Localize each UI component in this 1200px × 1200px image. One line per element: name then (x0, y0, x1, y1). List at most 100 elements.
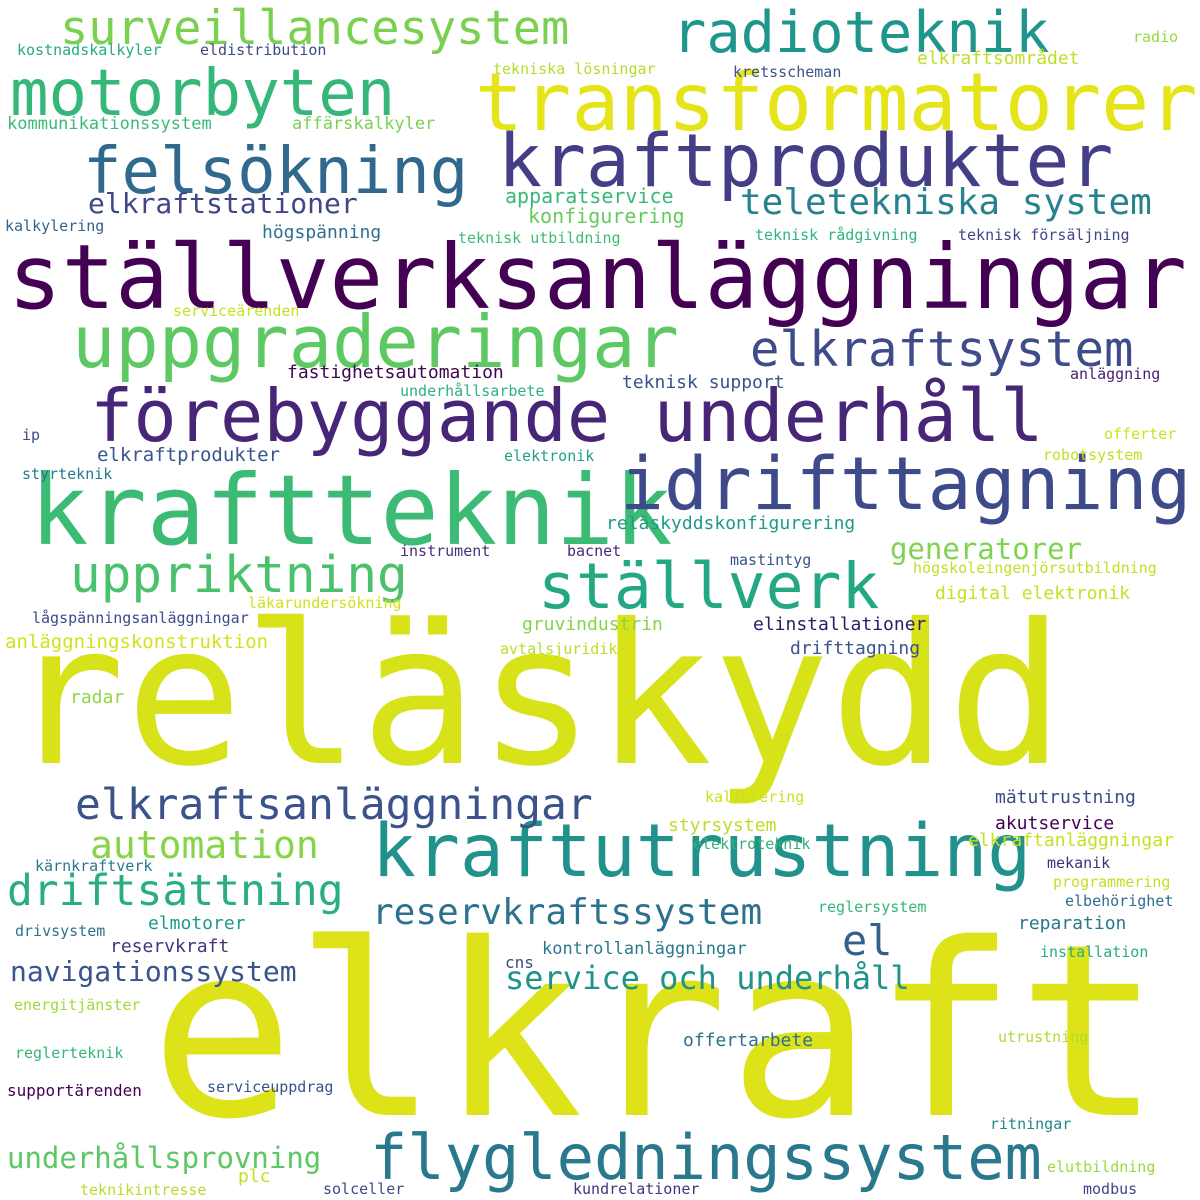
word-kalkylering: kalkylering (5, 217, 105, 235)
word-reservkraft: reservkraft (110, 936, 230, 957)
word-konfigurering: konfigurering (528, 204, 685, 228)
word-reglerteknik: reglerteknik (15, 1044, 124, 1062)
word-mekanik: mekanik (1047, 854, 1111, 872)
word-surveillancesystem: surveillancesystem (60, 1, 570, 56)
word-stallverksanlaggningar: ställverksanläggningar (8, 225, 1187, 329)
word-anlaggningskonstruktion: anläggningskonstruktion (5, 631, 269, 653)
word-apparatservice: apparatservice (505, 184, 674, 208)
word-supportarenden: supportärenden (7, 1081, 142, 1100)
word-uppgraderingar: uppgraderingar (72, 300, 679, 384)
word-idrifttagning: idrifttagning (620, 442, 1192, 527)
word-motorbyten: motorbyten (10, 57, 396, 131)
word-kostnadskalkyler: kostnadskalkyler (17, 41, 162, 59)
word-elkraftsanlaggningar: elkraftsanläggningar (75, 780, 593, 830)
word-drifttagning: drifttagning (790, 638, 921, 659)
word-elinstallationer: elinstallationer (753, 614, 927, 635)
word-ritningar: ritningar (990, 1115, 1072, 1133)
word-navigationssystem: navigationssystem (10, 955, 297, 988)
word-stallverk: ställverk (538, 550, 880, 623)
word-teknisk-support: teknisk support (622, 372, 785, 393)
word-underhallsprovning: underhållsprovning (7, 1141, 322, 1175)
word-drivsystem: drivsystem (15, 922, 106, 940)
word-transformatorer: transformatorer (475, 56, 1198, 149)
word-energitjanster: energitjänster (14, 996, 141, 1014)
word-mastintyg: mastintyg (730, 551, 812, 569)
word-servicearenden: serviceärenden (173, 302, 300, 320)
word-kraftutrustning: kraftutrustning (372, 809, 1032, 894)
word-generatorer: generatorer (890, 532, 1083, 566)
word-affarskalkyler: affärskalkyler (292, 114, 436, 134)
word-elkraftprodukter: elkraftprodukter (97, 444, 281, 466)
word-styrsystem: styrsystem (668, 815, 777, 836)
word-kraftteknik: kraftteknik (30, 454, 673, 567)
word-el: el (842, 916, 893, 965)
word-serviceuppdrag: serviceuppdrag (207, 1078, 334, 1096)
word-solceller: solceller (323, 1180, 405, 1198)
word-kommunikationssystem: kommunikationssystem (7, 114, 212, 134)
word-fastighetsautomation: fastighetsautomation (287, 362, 504, 383)
word-elektronik: elektronik (504, 447, 595, 465)
word-elutbildning: elutbildning (1047, 1158, 1156, 1176)
word-akutservice: akutservice (995, 813, 1115, 834)
word-elkraftanlaggningar: elkraftanläggningar (968, 830, 1174, 851)
word-reparation: reparation (1018, 913, 1127, 934)
word-underhallsarbete: underhållsarbete (400, 382, 545, 400)
word-teknisk-forsaljning: teknisk försäljning (958, 226, 1130, 244)
word-digital-elektronik: digital elektronik (935, 583, 1131, 604)
word-kundrelationer: kundrelationer (573, 1180, 700, 1198)
word-forebyggande-underhall: förebyggande underhåll (90, 374, 1044, 458)
word-relaskydd: reläskydd (8, 582, 1065, 809)
word-avtalsjuridik: avtalsjuridik (500, 640, 618, 658)
word-eldistribution: eldistribution (200, 41, 327, 59)
word-elkraft: elkraft (150, 892, 1162, 1172)
word-driftsattning: driftsättning (7, 866, 344, 916)
word-karnkraftverk: kärnkraftverk (35, 857, 153, 875)
word-radioteknik: radioteknik (672, 0, 1050, 66)
word-ip: ip (22, 426, 41, 444)
word-felsokning: felsökning (83, 135, 469, 209)
word-automation: automation (90, 823, 319, 867)
word-lakarundersokning: läkarundersökning (248, 594, 402, 612)
word-teknikintresse: teknikintresse (80, 1181, 207, 1199)
word-styrteknik: styrteknik (22, 465, 113, 483)
word-cns: cns (505, 953, 534, 972)
word-reglersystem: reglersystem (818, 898, 927, 916)
word-offertarbete: offertarbete (683, 1030, 814, 1051)
word-gruvindustrin: gruvindustrin (522, 614, 663, 635)
word-modbus: modbus (1083, 1180, 1138, 1198)
word-elkraftsystem: elkraftsystem (750, 321, 1134, 378)
word-robotsystem: robotsystem (1043, 446, 1143, 464)
word-kontrollanlaggningar: kontrollanläggningar (542, 939, 747, 959)
word-programmering: programmering (1053, 873, 1171, 891)
word-plc: plc (238, 1166, 271, 1187)
word-kretsscheman: kretsscheman (733, 63, 842, 81)
word-elbehorighet: elbehörighet (1065, 892, 1174, 910)
word-flygledningssystem: flygledningssystem (370, 1121, 1042, 1194)
word-radar: radar (70, 687, 125, 708)
word-kalibrering: kalibrering (705, 788, 805, 806)
word-hogskoleingenjorsutbildning: högskoleingenjörsutbildning (913, 559, 1157, 577)
word-elkraftstationer: elkraftstationer (88, 187, 358, 220)
word-matutrustning: mätutrustning (995, 787, 1136, 808)
word-utrustning: utrustning (998, 1028, 1089, 1046)
word-relaskyddskonfigurering: reläskyddskonfigurering (606, 513, 856, 534)
word-elmotorer: elmotorer (148, 913, 246, 934)
word-kraftprodukter: kraftprodukter (498, 119, 1114, 204)
word-uppriktning: uppriktning (70, 546, 408, 605)
word-elektroteknik: elektroteknik (693, 835, 811, 853)
word-installation: installation (1040, 943, 1149, 961)
word-tekniska-losningar: tekniska lösningar (493, 60, 656, 78)
word-teletekniska-system: teletekniska system (740, 182, 1152, 223)
word-offerter: offerter (1104, 425, 1177, 443)
word-hogspanning: högspänning (262, 222, 382, 243)
word-service-och-underhall: service och underhåll (505, 959, 910, 997)
word-instrument: instrument (400, 542, 491, 560)
word-lagspanningsanlaggningar: lågspänningsanläggningar (32, 609, 249, 627)
word-anlaggning: anläggning (1070, 365, 1161, 383)
word-reservkraftssystem: reservkraftssystem (372, 892, 763, 933)
word-teknisk-radgivning: teknisk rådgivning (755, 226, 918, 244)
word-elkraftsomradet: elkraftsområdet (917, 48, 1080, 69)
word-teknisk-utbildning: teknisk utbildning (458, 229, 621, 247)
word-bacnet: bacnet (567, 542, 622, 560)
